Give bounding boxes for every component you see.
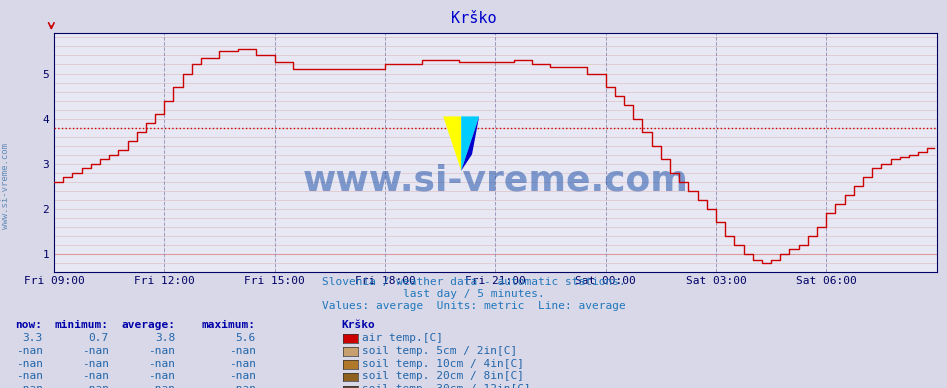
Text: Slovenia / weather data - automatic stations.: Slovenia / weather data - automatic stat… (322, 277, 625, 288)
Text: -nan: -nan (228, 346, 256, 356)
Text: Krško: Krško (341, 320, 375, 330)
Text: -nan: -nan (15, 384, 43, 388)
Text: -nan: -nan (228, 359, 256, 369)
Text: 3.8: 3.8 (155, 333, 175, 343)
Text: 0.7: 0.7 (89, 333, 109, 343)
Text: now:: now: (15, 320, 43, 330)
Text: soil temp. 30cm / 12in[C]: soil temp. 30cm / 12in[C] (362, 384, 530, 388)
Text: -nan: -nan (15, 346, 43, 356)
Text: 3.3: 3.3 (23, 333, 43, 343)
Text: -nan: -nan (228, 384, 256, 388)
Text: -nan: -nan (148, 384, 175, 388)
Text: maximum:: maximum: (202, 320, 256, 330)
Text: Krško: Krško (451, 11, 496, 26)
Text: -nan: -nan (148, 346, 175, 356)
Text: -nan: -nan (81, 371, 109, 381)
Text: -nan: -nan (81, 384, 109, 388)
Polygon shape (461, 116, 479, 171)
Text: last day / 5 minutes.: last day / 5 minutes. (402, 289, 545, 299)
Text: -nan: -nan (15, 359, 43, 369)
Text: -nan: -nan (148, 371, 175, 381)
Text: -nan: -nan (228, 371, 256, 381)
Text: Values: average  Units: metric  Line: average: Values: average Units: metric Line: aver… (322, 301, 625, 311)
Polygon shape (461, 116, 479, 171)
Text: www.si-vreme.com: www.si-vreme.com (302, 164, 688, 198)
Text: -nan: -nan (81, 346, 109, 356)
Text: soil temp. 20cm / 8in[C]: soil temp. 20cm / 8in[C] (362, 371, 524, 381)
Text: soil temp. 5cm / 2in[C]: soil temp. 5cm / 2in[C] (362, 346, 517, 356)
Text: www.si-vreme.com: www.si-vreme.com (1, 143, 10, 229)
Text: air temp.[C]: air temp.[C] (362, 333, 443, 343)
Text: soil temp. 10cm / 4in[C]: soil temp. 10cm / 4in[C] (362, 359, 524, 369)
Polygon shape (443, 116, 461, 171)
Text: -nan: -nan (148, 359, 175, 369)
Text: -nan: -nan (81, 359, 109, 369)
Text: minimum:: minimum: (55, 320, 109, 330)
Text: 5.6: 5.6 (236, 333, 256, 343)
Text: average:: average: (121, 320, 175, 330)
Text: -nan: -nan (15, 371, 43, 381)
